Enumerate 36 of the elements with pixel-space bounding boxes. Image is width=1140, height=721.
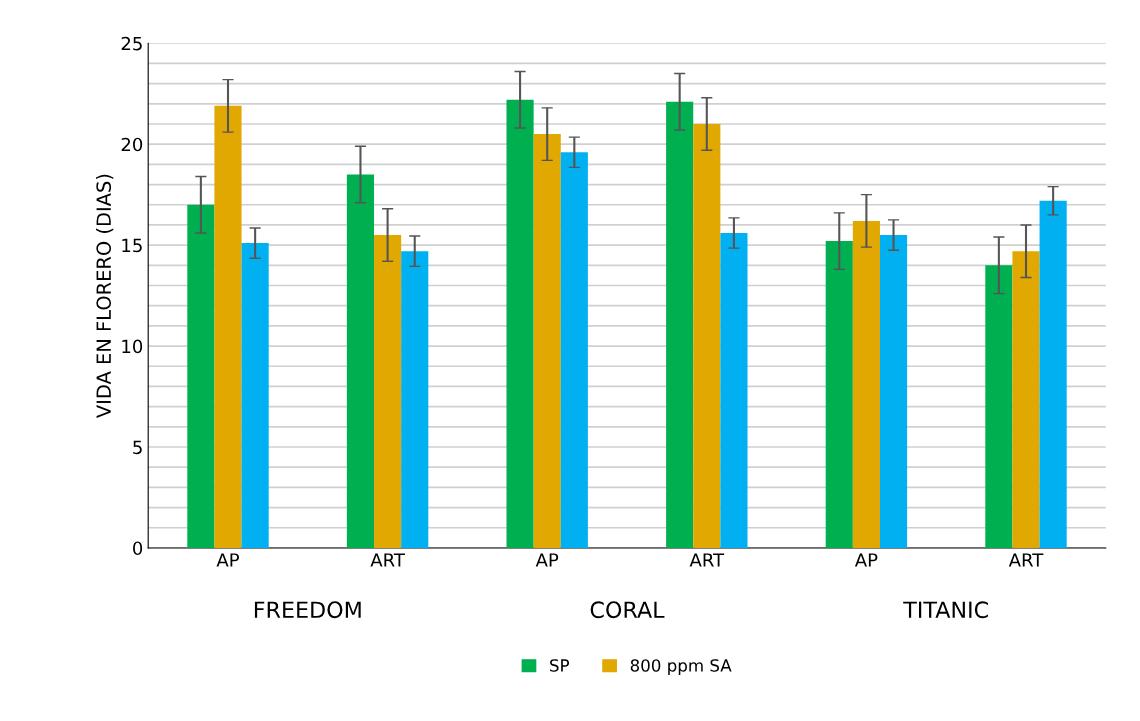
bar (214, 105, 242, 548)
x-tick-label: AP (216, 553, 239, 567)
text: CORAL (590, 601, 665, 619)
bar (879, 235, 908, 548)
x-tick-label: ART (1008, 553, 1044, 567)
y-tick-label: 10 (122, 339, 143, 354)
y-tick-label: 25 (121, 36, 142, 51)
x-tick-label: ART (370, 553, 405, 567)
bar (401, 251, 429, 548)
bar (533, 134, 561, 548)
y-tick-label: 5 (133, 440, 142, 455)
y-tick-label: 15 (122, 238, 142, 253)
text: TITANIC (903, 601, 988, 619)
x-tick-label: ART (689, 553, 725, 567)
x-tick-label: AP (854, 553, 878, 567)
legend-label: 800 ppm SA (630, 659, 732, 675)
text: FREEDOM (254, 601, 361, 619)
y-axis-title: VIDA EN FLORERO (DIAS) (96, 174, 114, 419)
bar (985, 265, 1013, 548)
bar (506, 99, 534, 548)
bar (852, 220, 880, 548)
x-tick-label: AP (535, 553, 559, 567)
bar (1012, 251, 1040, 548)
bar (693, 124, 721, 548)
legend-label: SP (550, 659, 570, 672)
bar (560, 152, 588, 548)
bar (666, 101, 694, 548)
bar (241, 243, 269, 548)
bar (346, 174, 375, 548)
bar (1039, 200, 1067, 548)
bar (374, 235, 402, 548)
y-tick-label: 0 (133, 541, 143, 556)
bar (187, 204, 215, 548)
bar (825, 241, 853, 548)
y-tick-label: 20 (121, 137, 143, 152)
bar (720, 233, 748, 548)
